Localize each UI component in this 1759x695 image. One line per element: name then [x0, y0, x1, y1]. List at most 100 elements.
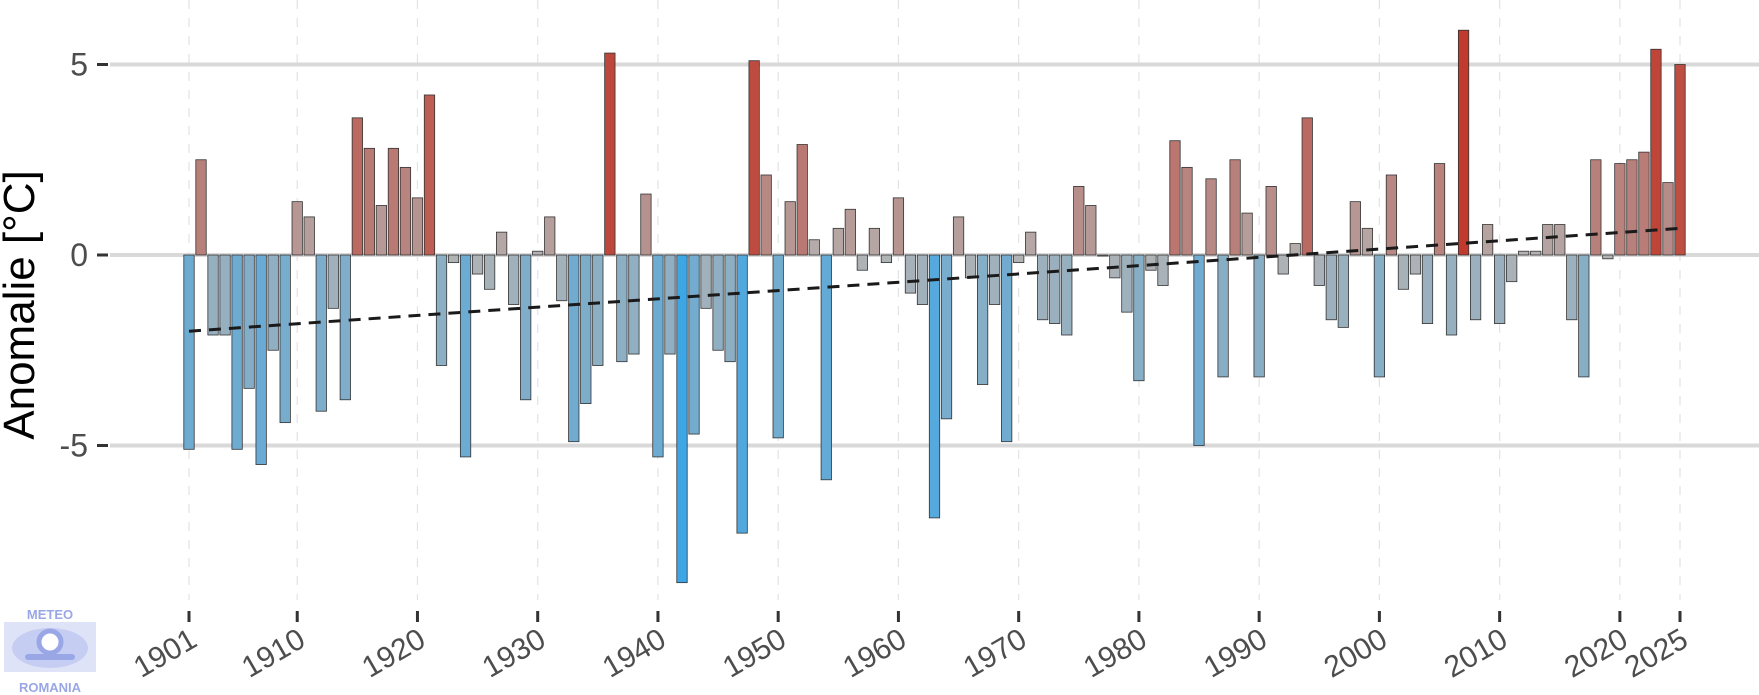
bar-1950 — [772, 254, 784, 439]
bar-1926 — [483, 254, 496, 290]
bar-1973 — [1049, 254, 1061, 324]
bar-1945 — [712, 254, 724, 351]
y-tick-label: 0 — [70, 237, 88, 273]
y-tick-label: -5 — [60, 428, 88, 464]
bar-2006 — [1445, 254, 1458, 336]
bar-1946 — [724, 254, 736, 363]
bar-1916 — [363, 147, 375, 256]
bar-1905 — [231, 254, 243, 450]
bar-1983 — [1169, 140, 1181, 256]
bar-1912 — [315, 254, 327, 412]
bar-1909 — [279, 254, 291, 424]
x-tick-label: 1960 — [838, 622, 912, 684]
bar-1974 — [1061, 254, 1073, 336]
bar-1953 — [808, 239, 820, 256]
bar-1903 — [207, 254, 219, 336]
bar-1956 — [844, 208, 856, 256]
bar-2007 — [1457, 29, 1470, 256]
bar-1907 — [255, 254, 267, 465]
bar-1901 — [183, 254, 195, 450]
bar-2015 — [1554, 224, 1566, 256]
bar-1961 — [904, 254, 917, 294]
x-tick-label: 1910 — [236, 622, 310, 684]
bar-1947 — [736, 254, 748, 534]
bar-2021 — [1626, 159, 1638, 256]
bar-1930 — [532, 250, 544, 256]
bar-1957 — [856, 254, 868, 271]
logo-bottom-text: ROMANIA — [19, 680, 82, 695]
bar-1904 — [219, 254, 231, 336]
bar-1971 — [1025, 231, 1037, 256]
x-tick-label: 2010 — [1439, 622, 1513, 684]
bar-2024 — [1662, 182, 1674, 256]
bar-1938 — [628, 254, 640, 355]
bar-1941 — [664, 254, 676, 355]
bar-1967 — [977, 254, 989, 385]
bar-1955 — [832, 227, 844, 256]
bar-1931 — [544, 216, 556, 256]
bar-1985 — [1193, 254, 1205, 446]
x-tick-label: 2025 — [1619, 622, 1693, 684]
bar-1975 — [1073, 186, 1085, 256]
bar-1966 — [964, 254, 977, 279]
bar-2005 — [1433, 163, 1446, 256]
bar-1990 — [1253, 254, 1265, 378]
bar-1902 — [195, 159, 207, 256]
bar-2025 — [1674, 64, 1686, 256]
bar-1920 — [411, 197, 424, 256]
bar-1917 — [375, 205, 387, 256]
bar-2020 — [1614, 163, 1626, 256]
bar-1981 — [1145, 254, 1157, 271]
bar-1984 — [1181, 166, 1193, 256]
x-tick-label: 1930 — [477, 622, 551, 684]
x-tick-label: 1901 — [128, 622, 202, 684]
bar-1918 — [387, 147, 400, 256]
bar-2004 — [1421, 254, 1434, 324]
bar-1936 — [604, 52, 616, 256]
bar-1949 — [760, 174, 772, 256]
y-tick-label: 5 — [70, 47, 88, 83]
bar-2008 — [1469, 254, 1482, 321]
bar-2009 — [1482, 224, 1494, 256]
bar-2010 — [1494, 254, 1506, 324]
bar-1993 — [1289, 243, 1301, 256]
bar-1977 — [1097, 254, 1109, 257]
bar-1979 — [1121, 254, 1133, 313]
bar-1954 — [820, 254, 832, 481]
bar-1921 — [423, 94, 436, 256]
bar-1911 — [303, 216, 315, 256]
bar-1996 — [1325, 254, 1337, 321]
x-tick-label: 2000 — [1319, 622, 1393, 684]
bar-2013 — [1530, 250, 1542, 256]
bar-1998 — [1349, 201, 1361, 256]
bar-1982 — [1157, 254, 1169, 286]
x-axis: 1901 1910 1920 1930 1940 1950 1960 1970 1980 1990… — [128, 611, 1694, 684]
bar-1969 — [1001, 254, 1013, 443]
x-tick-label: 1980 — [1078, 622, 1152, 684]
bar-1959 — [880, 254, 893, 264]
bar-1944 — [700, 254, 712, 309]
bar-1913 — [327, 254, 339, 309]
bar-1988 — [1229, 159, 1241, 256]
bar-1937 — [616, 254, 628, 363]
bar-2000 — [1373, 254, 1385, 378]
bar-1963 — [928, 254, 941, 519]
bar-1987 — [1217, 254, 1229, 378]
bar-1923 — [447, 254, 460, 264]
bar-1935 — [592, 254, 604, 366]
bar-1958 — [868, 227, 880, 256]
bar-1933 — [568, 254, 580, 443]
bar-1914 — [339, 254, 351, 401]
bar-1940 — [652, 254, 664, 458]
x-tick-label: 1970 — [958, 622, 1032, 684]
x-tick-label: 1950 — [717, 622, 791, 684]
trend-line — [188, 226, 1681, 333]
trend-line-layer — [188, 226, 1681, 333]
bar-1908 — [267, 254, 279, 351]
bar-2019 — [1602, 254, 1614, 260]
bar-1922 — [435, 254, 448, 366]
x-tick-label: 1990 — [1198, 622, 1272, 684]
bar-1929 — [520, 254, 532, 401]
bar-2012 — [1518, 250, 1530, 256]
